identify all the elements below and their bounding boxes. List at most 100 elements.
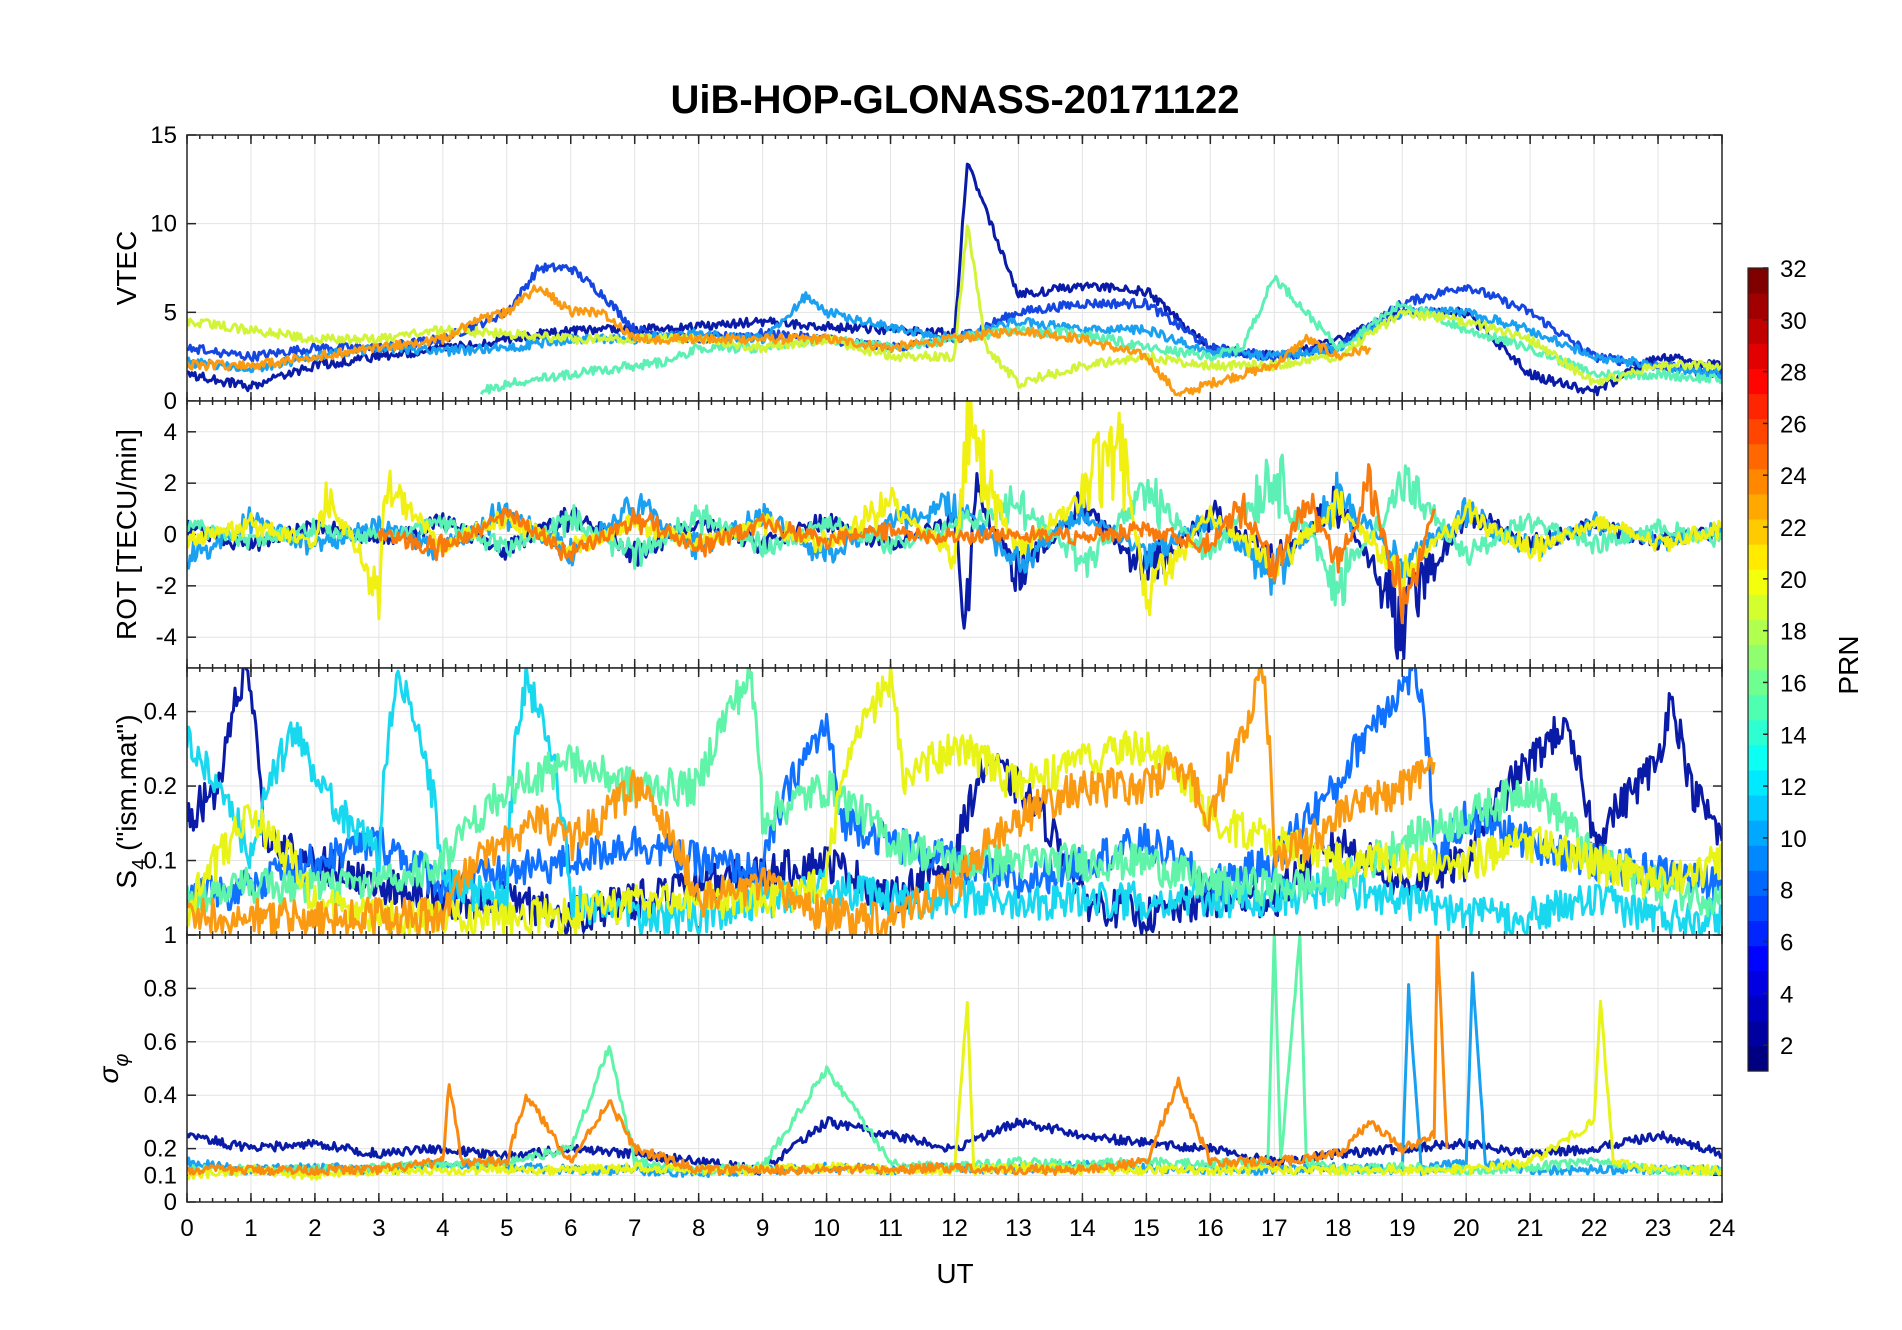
colorbar-segment — [1748, 1020, 1768, 1047]
colorbar-tick-label: 12 — [1780, 774, 1807, 801]
x-tick-label: 7 — [628, 1215, 641, 1242]
colorbar-tick-label: 32 — [1780, 256, 1807, 283]
y-axis-label-main: σ — [93, 1065, 124, 1083]
colorbar-tick-label: 24 — [1780, 463, 1807, 490]
series-line-prn-19 — [187, 999, 1722, 1181]
colorbar-tick-label: 4 — [1780, 981, 1793, 1008]
series-group — [187, 935, 1722, 1181]
y-tick-label: 0.4 — [144, 699, 177, 726]
colorbar-segment — [1748, 343, 1768, 369]
y-axis-label-sub: 4 — [129, 859, 151, 870]
x-tick-label: 9 — [756, 1215, 769, 1242]
panel-3: 0.10.20.4S4 ("ism.mat") — [111, 667, 1723, 936]
y-axis-label: VTEC — [111, 231, 142, 306]
y-axis-label-main: S — [111, 870, 142, 889]
colorbar-tick-label: 8 — [1780, 878, 1793, 905]
x-tick-label: 12 — [941, 1215, 968, 1242]
x-tick-label: 21 — [1517, 1215, 1544, 1242]
series-line-prn-12 — [187, 668, 1722, 935]
colorbar-tick-label: 6 — [1780, 929, 1793, 956]
x-tick-label: 13 — [1005, 1215, 1032, 1242]
y-tick-label: 0.1 — [144, 848, 177, 875]
x-tick-label: 6 — [564, 1215, 577, 1242]
colorbar-segment — [1748, 820, 1768, 846]
x-tick-label: 1 — [244, 1215, 257, 1242]
y-tick-label: 4 — [164, 419, 177, 446]
y-tick-label: 10 — [150, 211, 177, 238]
x-tick-label: 0 — [180, 1215, 193, 1242]
y-tick-label: 0.2 — [144, 773, 177, 800]
y-tick-label: 0.4 — [144, 1082, 177, 1109]
x-tick-label: 14 — [1069, 1215, 1096, 1242]
x-tick-label: 17 — [1261, 1215, 1288, 1242]
colorbar-segment — [1748, 945, 1768, 972]
y-tick-label: 0 — [164, 522, 177, 549]
colorbar-tick-label: 10 — [1780, 826, 1807, 853]
colorbar-segment — [1748, 794, 1768, 821]
y-tick-label: 2 — [164, 470, 177, 497]
y-axis-label-sub: φ — [111, 1054, 133, 1067]
y-axis-label: σφ — [93, 1054, 133, 1084]
x-tick-label: 18 — [1325, 1215, 1352, 1242]
colorbar-label: PRN — [1833, 635, 1864, 694]
colorbar-tick-label: 14 — [1780, 722, 1807, 749]
chart-title: UiB-HOP-GLONASS-20171122 — [670, 78, 1239, 122]
y-axis-label-rest: ("ism.mat") — [111, 714, 142, 858]
colorbar-segment — [1748, 368, 1768, 395]
colorbar-tick-label: 16 — [1780, 670, 1807, 697]
colorbar-tick-label: 2 — [1780, 1033, 1793, 1060]
colorbar-tick-label: 22 — [1780, 515, 1807, 542]
colorbar-segment — [1748, 293, 1768, 319]
colorbar-segment — [1748, 418, 1768, 445]
y-tick-label: 0 — [164, 1189, 177, 1216]
series-line-prn-23 — [187, 284, 1372, 397]
colorbar-segment — [1748, 443, 1768, 470]
x-tick-label: 8 — [692, 1215, 705, 1242]
colorbar-segment — [1748, 920, 1768, 947]
colorbar-segment — [1748, 870, 1768, 896]
series-line-prn-14 — [479, 274, 1722, 395]
y-tick-label: 1 — [164, 922, 177, 949]
colorbar-segment — [1748, 744, 1768, 771]
colorbar-tick-label: 30 — [1780, 308, 1807, 335]
x-tick-label: 23 — [1645, 1215, 1672, 1242]
series-line-prn-23 — [187, 668, 1436, 935]
panel-4: 00.10.2 0.4 0.6 0.8 1 σφ — [93, 922, 1723, 1216]
colorbar-segment — [1748, 644, 1768, 671]
colorbar-segment — [1748, 518, 1768, 545]
colorbar-segment — [1748, 995, 1768, 1022]
axes-frame — [186, 934, 1723, 1203]
y-tick-label: 5 — [164, 299, 177, 326]
x-tick-label: 4 — [436, 1215, 449, 1242]
colorbar-segment — [1748, 393, 1768, 420]
y-tick-label: -2 — [156, 573, 177, 600]
colorbar-segment — [1748, 493, 1768, 520]
colorbar-segment — [1748, 619, 1768, 646]
x-tick-label: 20 — [1453, 1215, 1480, 1242]
x-tick-label: 22 — [1581, 1215, 1608, 1242]
x-tick-label: 3 — [372, 1215, 385, 1242]
x-tick-label: 10 — [813, 1215, 840, 1242]
colorbar-tick-label: 20 — [1780, 567, 1807, 594]
series-group — [187, 668, 1722, 935]
x-tick-label: 2 — [308, 1215, 321, 1242]
colorbar-segment — [1748, 895, 1768, 922]
y-axis-label: S4 ("ism.mat") — [111, 714, 151, 888]
x-axis-label: UT — [936, 1258, 973, 1289]
series-line-prn-14 — [187, 453, 1722, 607]
colorbar-segment — [1748, 769, 1768, 796]
colorbar-segment — [1748, 468, 1768, 495]
colorbar-segment — [1748, 569, 1768, 595]
colorbar-segment — [1748, 719, 1768, 746]
x-tick-label: 11 — [878, 1215, 903, 1242]
colorbar-tick-label: 26 — [1780, 411, 1807, 438]
colorbar-segment — [1748, 268, 1768, 294]
panel-2: -4 -2 0 2 4 ROT [TECU/min] — [111, 400, 1723, 669]
colorbar-segment — [1748, 544, 1768, 570]
colorbar-segment — [1748, 970, 1768, 997]
x-tick-label: 16 — [1197, 1215, 1224, 1242]
colorbar-frame — [1747, 267, 1769, 1072]
